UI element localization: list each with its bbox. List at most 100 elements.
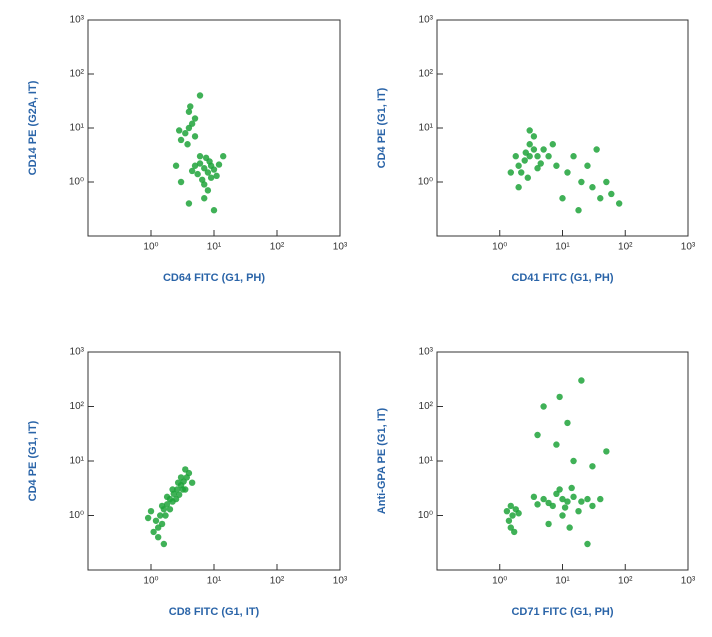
x-tick-label: 10¹ [555, 242, 570, 253]
data-point [584, 540, 591, 548]
data-point [169, 486, 176, 493]
x-axis-label: CD64 FITC (G1, PH) [163, 272, 265, 284]
data-point [509, 512, 516, 519]
data-point [540, 495, 547, 503]
x-tick-label: 10¹ [207, 576, 222, 587]
data-point [206, 158, 213, 165]
data-point [154, 533, 162, 541]
data-point [518, 169, 525, 176]
y-tick-label: 10⁰ [69, 177, 84, 188]
data-point [559, 512, 566, 519]
x-tick-label: 10⁰ [143, 576, 158, 587]
data-point [545, 520, 552, 528]
x-tick-label: 10¹ [555, 576, 570, 587]
data-point [534, 501, 541, 508]
data-point [578, 498, 585, 505]
data-point [184, 141, 191, 148]
data-point [578, 377, 585, 384]
data-point [207, 174, 215, 181]
y-tick-label: 10³ [419, 347, 434, 358]
x-tick-label: 10³ [333, 576, 348, 587]
data-point [144, 514, 152, 522]
data-point [530, 146, 538, 153]
y-tick-label: 10³ [70, 347, 85, 358]
data-point [570, 457, 577, 465]
data-point [150, 528, 157, 536]
data-point [593, 146, 600, 153]
data-point [191, 115, 199, 122]
data-point [575, 507, 582, 515]
data-point [540, 403, 547, 410]
data-point [512, 153, 519, 160]
data-point [187, 103, 194, 110]
data-point [578, 178, 585, 186]
data-point [507, 169, 514, 176]
y-axis-label: CD14 PE (G2A, IT) [27, 80, 39, 175]
data-point [570, 493, 577, 501]
data-point [174, 479, 182, 486]
data-point [570, 153, 577, 160]
data-point [556, 486, 563, 493]
data-point [545, 153, 552, 160]
data-point [603, 448, 610, 455]
data-point [215, 161, 223, 168]
y-axis-label: CD4 PE (G1, IT) [27, 420, 39, 501]
y-tick-label: 10¹ [70, 456, 85, 467]
data-point [566, 524, 573, 531]
data-point [213, 172, 220, 180]
x-tick-label: 10³ [681, 242, 696, 253]
data-point [177, 136, 185, 144]
data-point [175, 491, 183, 498]
y-tick-label: 10² [70, 401, 85, 412]
data-point [191, 162, 199, 169]
data-point [553, 162, 560, 169]
data-point [575, 207, 582, 214]
data-point [162, 512, 169, 519]
data-point [158, 520, 166, 528]
data-point [196, 160, 204, 167]
data-point [564, 419, 571, 427]
data-point [534, 165, 541, 172]
data-point [185, 200, 193, 207]
data-point [175, 127, 183, 134]
data-point [152, 517, 160, 524]
data-point [615, 200, 623, 207]
data-point [173, 486, 181, 493]
data-point [204, 169, 212, 176]
data-point [568, 484, 575, 492]
data-point [196, 153, 204, 160]
data-point [515, 510, 522, 517]
x-tick-label: 10⁰ [492, 242, 507, 253]
data-point [597, 495, 604, 503]
data-point [564, 169, 571, 176]
data-point [172, 162, 180, 169]
data-point [603, 178, 610, 186]
data-point [204, 187, 212, 194]
data-point [526, 127, 533, 134]
x-tick-label: 10⁰ [492, 576, 507, 587]
data-point [160, 540, 168, 548]
data-point [158, 502, 166, 510]
data-point [194, 170, 201, 178]
data-point [608, 190, 615, 198]
x-tick-label: 10² [618, 576, 633, 587]
data-point [597, 195, 604, 202]
data-point [589, 502, 596, 510]
y-axis-label: CD4 PE (G1, IT) [376, 87, 388, 168]
data-point [182, 486, 189, 493]
x-tick-label: 10³ [333, 242, 348, 253]
data-point [191, 133, 199, 140]
data-point [188, 167, 196, 175]
x-tick-label: 10² [270, 576, 285, 587]
data-point [515, 184, 522, 191]
data-point [201, 165, 208, 172]
data-point [584, 495, 591, 503]
y-tick-label: 10³ [70, 15, 85, 26]
y-tick-label: 10¹ [70, 123, 85, 134]
y-axis-label: Anti-GPA PE (G1, IT) [376, 408, 388, 515]
y-tick-label: 10⁰ [418, 510, 433, 521]
data-point [163, 501, 171, 508]
data-point [182, 130, 189, 137]
data-point [188, 120, 196, 127]
